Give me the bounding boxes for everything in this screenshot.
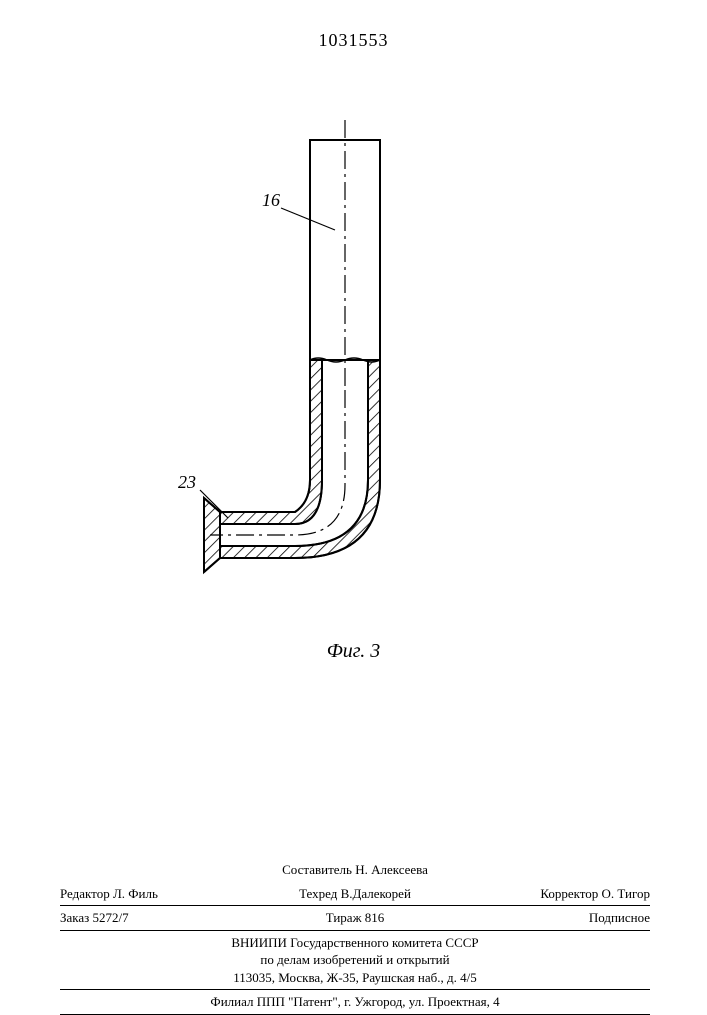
branch-line: Филиал ППП "Патент", г. Ужгород, ул. Про… [60,989,650,1015]
pipe-drawing [150,120,570,660]
editor-name: Л. Филь [113,886,158,901]
credits-row: Редактор Л. Филь Техред В.Далекорей Корр… [60,882,650,906]
patent-number: 1031553 [0,30,707,51]
figure-3: 16 23 [150,120,570,660]
figure-caption: Фиг. 3 [0,640,707,663]
corrector-name: О. Тигор [602,886,650,901]
composer-row: Составитель Н. Алексеева [60,858,650,882]
ref-label-23: 23 [178,472,196,493]
imprint-block: Составитель Н. Алексеева Редактор Л. Фил… [60,858,650,1015]
org-line-3: 113035, Москва, Ж-35, Раушская наб., д. … [60,969,650,987]
org-line-2: по делам изобретений и открытий [60,951,650,969]
tirazh: Тираж 816 [257,909,454,927]
order-number: Заказ 5272/7 [60,909,257,927]
org-line-1: ВНИИПИ Государственного комитета СССР [60,934,650,952]
techred-name: В.Далекорей [341,886,411,901]
ref-label-16: 16 [262,190,280,211]
organization-block: ВНИИПИ Государственного комитета СССР по… [60,930,650,990]
composer-name: Н. Алексеева [355,862,428,877]
corrector-label: Корректор [540,886,598,901]
order-row: Заказ 5272/7 Тираж 816 Подписное [60,905,650,930]
techred-label: Техред [299,886,337,901]
podpisnoe: Подписное [453,909,650,927]
composer-label: Составитель [282,862,352,877]
editor-label: Редактор [60,886,110,901]
